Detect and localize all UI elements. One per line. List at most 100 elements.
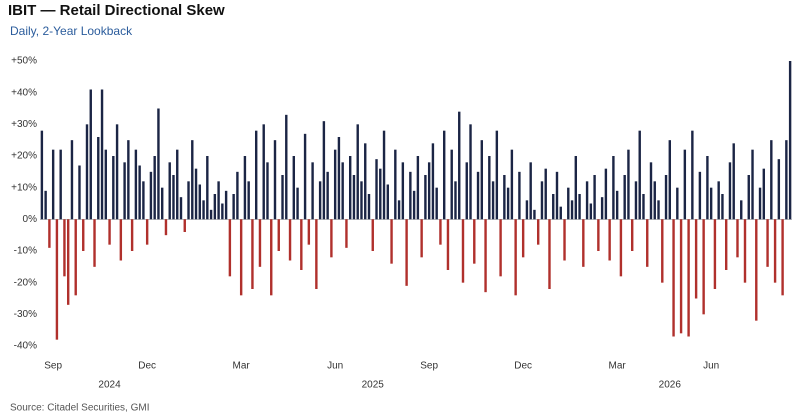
bar xyxy=(672,219,675,337)
bar xyxy=(446,219,450,270)
bar xyxy=(642,194,645,220)
bar xyxy=(473,219,476,264)
bar xyxy=(59,149,62,220)
bar xyxy=(300,219,303,270)
bar xyxy=(570,200,574,220)
bar xyxy=(172,175,175,220)
bar xyxy=(676,187,679,220)
bar xyxy=(348,156,352,220)
bar xyxy=(266,162,269,220)
bar xyxy=(89,89,92,220)
bar xyxy=(63,219,66,277)
bar xyxy=(608,219,611,261)
bar xyxy=(740,200,743,220)
bar xyxy=(612,156,615,220)
bar xyxy=(326,171,329,220)
bar xyxy=(567,187,570,220)
bar xyxy=(476,171,480,220)
bar xyxy=(198,184,202,220)
bar xyxy=(574,156,578,220)
bar xyxy=(364,143,367,220)
y-tick-label: +10% xyxy=(11,182,37,193)
bar xyxy=(758,187,762,220)
bar xyxy=(333,149,337,220)
bar xyxy=(506,187,510,220)
bar xyxy=(781,219,784,296)
bar xyxy=(209,209,213,220)
bar xyxy=(548,219,551,289)
bar xyxy=(153,156,156,220)
x-tick-label: Sep xyxy=(44,361,62,372)
bar xyxy=(112,156,115,220)
bar xyxy=(706,156,709,220)
y-tick-label: -40% xyxy=(14,341,37,352)
bar xyxy=(755,219,758,321)
bar xyxy=(236,171,239,220)
bar xyxy=(442,130,446,220)
bar xyxy=(578,194,581,220)
bar xyxy=(337,137,341,220)
bar xyxy=(770,140,773,220)
bar xyxy=(202,200,205,220)
bar xyxy=(390,219,393,264)
bar xyxy=(168,162,171,220)
bar xyxy=(465,162,468,220)
y-tick-label: -20% xyxy=(14,277,37,288)
bar xyxy=(747,175,750,220)
x-year-label: 2024 xyxy=(98,380,121,391)
bar xyxy=(503,175,506,220)
bar xyxy=(262,124,265,220)
bar xyxy=(540,181,544,220)
bar xyxy=(721,194,724,220)
bar xyxy=(687,219,690,337)
bar xyxy=(345,219,348,248)
bar xyxy=(401,162,405,220)
bar xyxy=(732,143,735,220)
bar xyxy=(604,168,608,220)
bar xyxy=(371,219,374,251)
bar xyxy=(409,171,412,220)
bar xyxy=(439,219,442,245)
bar xyxy=(179,197,183,220)
bar xyxy=(634,181,638,220)
bar xyxy=(318,181,322,220)
bar xyxy=(630,219,634,251)
bar xyxy=(254,130,258,220)
bar xyxy=(48,219,51,248)
bar xyxy=(777,159,781,220)
bar xyxy=(427,162,431,220)
bar xyxy=(74,219,77,296)
bar xyxy=(330,219,333,258)
bar xyxy=(619,219,623,277)
bar xyxy=(724,219,728,270)
bar xyxy=(285,114,288,220)
bar xyxy=(55,219,59,340)
bar xyxy=(668,140,672,220)
x-tick-label: Dec xyxy=(514,361,532,372)
bar xyxy=(585,181,589,220)
bar xyxy=(134,149,138,220)
bar xyxy=(270,219,273,296)
bar xyxy=(40,130,44,220)
bar xyxy=(597,219,600,251)
bar xyxy=(379,168,382,220)
bar xyxy=(277,219,280,251)
bar xyxy=(518,171,521,220)
bar xyxy=(559,206,562,220)
bar xyxy=(709,187,713,220)
bar xyxy=(115,124,119,220)
bar xyxy=(123,162,126,220)
bar xyxy=(412,190,416,220)
bar xyxy=(469,124,472,220)
bar xyxy=(661,219,664,283)
bar xyxy=(82,219,85,251)
bar xyxy=(649,162,653,220)
bar xyxy=(221,203,224,220)
bar xyxy=(416,156,420,220)
bar xyxy=(375,159,378,220)
y-tick-label: +40% xyxy=(11,87,37,98)
bar xyxy=(499,219,502,277)
bar xyxy=(615,190,619,220)
bar xyxy=(638,130,641,220)
bar xyxy=(563,219,566,261)
